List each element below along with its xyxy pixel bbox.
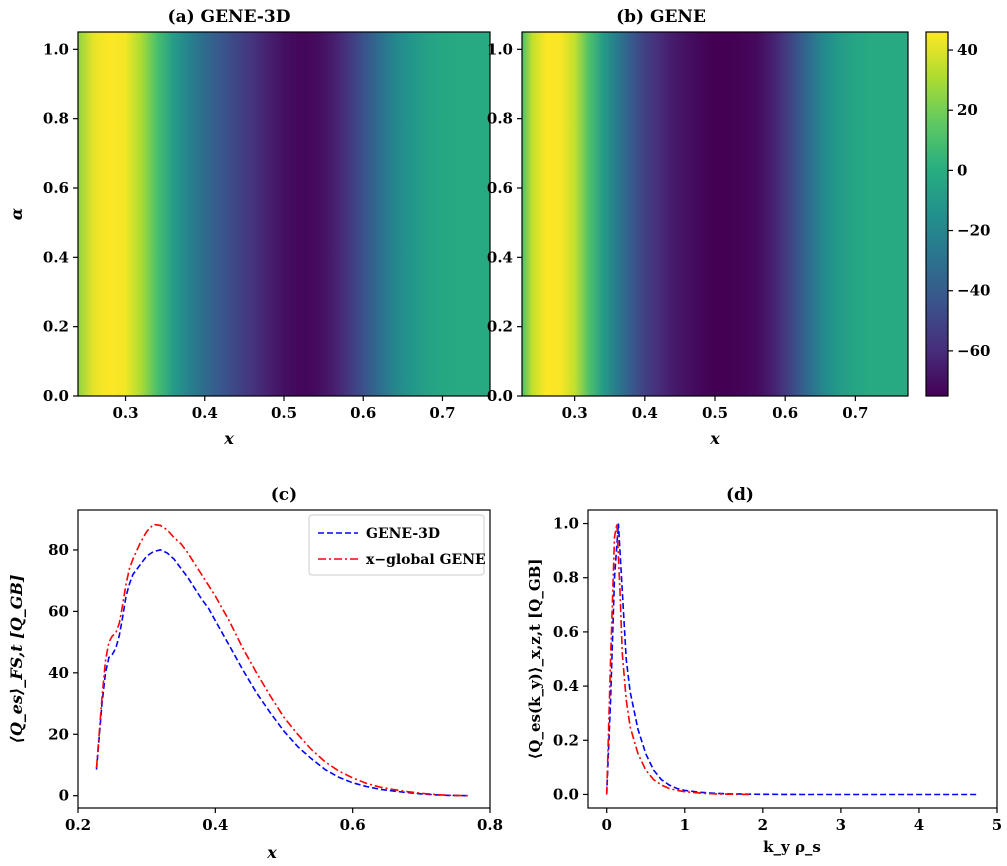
- panel-b-y-ticks: 0.0 0.2 0.4 0.6 0.8 1.0: [487, 40, 522, 405]
- x-tick-label: 5: [992, 816, 1002, 834]
- panel-a: (a) GENE-3D 0.3 0.4 0.5 0.6 0.7 0.0 0.2 0.4 0.6…: [7, 7, 491, 448]
- panel-c-frame: [77, 509, 491, 809]
- panel-c: (c) 0.2 0.4 0.6 0.8 0 20 40 60 80 x ⟨Q_es⟩_FS,t…: [7, 485, 503, 862]
- panel-b: (b) GENE 0.3 0.4 0.5 0.6 0.7 0.0 0.2 0.4 0.6 0.8…: [487, 7, 991, 448]
- x-tick-label: 0.4: [202, 816, 228, 834]
- panel-a-title: (a) GENE-3D: [168, 7, 291, 27]
- colorbar-tick-label: −60: [957, 342, 990, 360]
- y-tick-label: 0.2: [553, 731, 579, 749]
- panel-c-x-ticks: 0.2 0.4 0.6 0.8: [65, 808, 503, 834]
- x-tick-label: 0.6: [772, 404, 798, 422]
- y-tick-label: 0.4: [43, 248, 69, 266]
- y-tick-label: 0.6: [553, 623, 579, 641]
- x-tick-label: 3: [836, 816, 846, 834]
- y-tick-label: 0.0: [487, 387, 513, 405]
- panel-b-x-ticks: 0.3 0.4 0.5 0.6 0.7: [562, 396, 868, 422]
- x-tick-label: 0.6: [340, 816, 366, 834]
- panel-c-y-ticks: 0 20 40 60 80: [48, 541, 78, 805]
- y-tick-label: 0.4: [487, 248, 513, 266]
- panel-d-x-ticks: 0 1 2 3 4 5: [602, 808, 1002, 834]
- panel-a-y-label: α: [7, 208, 26, 220]
- y-tick-label: 0.6: [487, 179, 513, 197]
- colorbar-ticks: 40 20 0 −20 −40 −60: [948, 41, 990, 360]
- x-tick-label: 0.5: [702, 404, 728, 422]
- x-tick-label: 4: [914, 816, 924, 834]
- series-line-0: [95, 549, 470, 797]
- y-tick-label: 20: [48, 725, 69, 743]
- legend-label-gene-3d: GENE-3D: [366, 526, 440, 542]
- x-tick-label: 0.7: [429, 404, 455, 422]
- panel-c-x-label: x: [266, 843, 277, 862]
- x-tick-label: 1: [680, 816, 690, 834]
- colorbar-tick-label: 0: [957, 161, 967, 179]
- series-line-1: [95, 523, 470, 797]
- panel-b-heatmap: [522, 32, 908, 396]
- panel-a-y-ticks: 0.0 0.2 0.4 0.6 0.8 1.0: [43, 40, 78, 405]
- y-tick-label: 0.0: [43, 387, 69, 405]
- x-tick-label: 2: [758, 816, 768, 834]
- x-tick-label: 0.3: [562, 404, 588, 422]
- y-tick-label: 60: [48, 602, 69, 620]
- colorbar-tick-label: 20: [957, 101, 978, 119]
- x-tick-label: 0.7: [842, 404, 868, 422]
- panel-d: (d) 0 1 2 3 4 5 0.0 0.2 0.4 0.6 0.8 1.0 k_y ρ_s ⟨Q…: [526, 485, 1002, 856]
- x-tick-label: 0.6: [350, 404, 376, 422]
- panel-a-x-ticks: 0.3 0.4 0.5 0.6 0.7: [112, 396, 456, 422]
- y-tick-label: 0.2: [43, 318, 69, 336]
- panel-c-series: [95, 523, 470, 797]
- x-tick-label: 0.8: [477, 816, 503, 834]
- panel-b-x-label: x: [709, 429, 720, 448]
- y-tick-label: 0.4: [553, 677, 579, 695]
- y-tick-label: 0.2: [487, 318, 513, 336]
- y-tick-label: 1.0: [553, 515, 579, 533]
- panel-d-y-label: ⟨Q_es(k_y)⟩_x,z,t [Q_GB]: [526, 559, 544, 760]
- series-line-0: [605, 523, 978, 796]
- colorbar-frame: [925, 31, 949, 397]
- panel-a-x-label: x: [223, 429, 234, 448]
- colorbar: [926, 32, 948, 396]
- panel-d-x-label: k_y ρ_s: [763, 838, 821, 856]
- panel-d-frame: [587, 509, 998, 809]
- y-tick-label: 0.8: [487, 110, 513, 128]
- colorbar-tick-label: 40: [957, 41, 978, 59]
- panel-d-title: (d): [726, 485, 754, 505]
- panel-c-y-label: ⟨Q_es⟩_FS,t [Q_GB]: [7, 575, 26, 744]
- x-tick-label: 0.4: [192, 404, 218, 422]
- y-tick-label: 0.6: [43, 179, 69, 197]
- x-tick-label: 0.5: [271, 404, 297, 422]
- y-tick-label: 0: [59, 787, 69, 805]
- y-tick-label: 40: [48, 664, 69, 682]
- y-tick-label: 0.8: [43, 110, 69, 128]
- legend-label-global-gene: x−global GENE: [366, 552, 486, 568]
- y-tick-label: 1.0: [487, 40, 513, 58]
- panel-d-y-ticks: 0.0 0.2 0.4 0.6 0.8 1.0: [553, 515, 588, 803]
- x-tick-label: 0.4: [632, 404, 658, 422]
- panel-b-title: (b) GENE: [616, 7, 706, 27]
- panel-c-legend: GENE-3D x−global GENE: [308, 514, 486, 576]
- panel-c-title: (c): [271, 485, 297, 505]
- x-tick-label: 0.2: [65, 816, 91, 834]
- x-tick-label: 0.3: [112, 404, 138, 422]
- colorbar-tick-label: −40: [957, 282, 990, 300]
- panel-d-series: [605, 523, 978, 796]
- colorbar-tick-label: −20: [957, 222, 990, 240]
- y-tick-label: 0.0: [553, 785, 579, 803]
- series-line-1: [605, 523, 752, 796]
- y-tick-label: 1.0: [43, 40, 69, 58]
- y-tick-label: 0.8: [553, 569, 579, 587]
- panel-a-heatmap: [78, 32, 490, 396]
- legend-box: [308, 514, 485, 576]
- x-tick-label: 0: [602, 816, 612, 834]
- y-tick-label: 80: [48, 541, 69, 559]
